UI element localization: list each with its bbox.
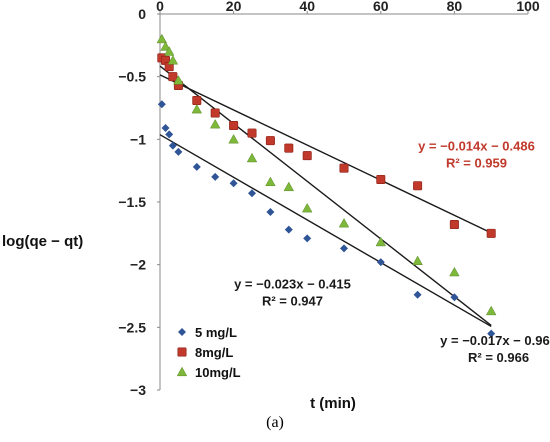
legend-label: 8mg/L [195, 345, 233, 360]
data-point [174, 147, 183, 156]
x-tick-label: 100 [516, 0, 540, 14]
r-squared-label: R² = 0.947 [262, 293, 323, 308]
data-point [167, 55, 179, 65]
data-point [228, 134, 239, 144]
data-point [161, 124, 170, 133]
data-point [485, 305, 497, 316]
y-axis-title: log(qe − qt) [2, 233, 83, 250]
data-point [487, 329, 496, 338]
x-tick-label: 0 [156, 0, 164, 14]
x-tick-label: 40 [299, 0, 315, 14]
x-tick-label: 60 [373, 0, 389, 14]
data-point [449, 266, 460, 277]
data-point [173, 75, 184, 85]
fit-equation-label: y = −0.014x − 0.486 [418, 139, 535, 154]
data-points [156, 33, 497, 338]
data-point [449, 220, 459, 230]
data-point [209, 118, 221, 129]
data-point [168, 141, 177, 150]
data-point [303, 234, 312, 243]
data-point [165, 130, 174, 139]
fit-annotations: y = −0.014x − 0.486 R² = 0.959 y = −0.023x… [234, 139, 550, 365]
data-point [283, 181, 295, 192]
y-tick-label: −3 [130, 382, 146, 398]
data-point [157, 100, 166, 109]
legend: 5 mg/L 8mg/L 10mg/L [176, 325, 241, 380]
data-point [284, 143, 294, 153]
data-point [376, 174, 386, 184]
trend-line [159, 74, 492, 234]
data-point [229, 121, 239, 131]
x-axis-title: t (min) [310, 395, 356, 412]
data-point [229, 179, 238, 188]
fit-equation-label: y = −0.023x − 0.415 [234, 276, 351, 291]
data-point [266, 208, 275, 217]
fit-equation-label: y = −0.017x − 0.963 [440, 333, 550, 348]
y-tick-label: −1.5 [118, 194, 146, 210]
x-tick-label: 80 [447, 0, 463, 14]
data-point [192, 95, 202, 105]
data-point [413, 290, 422, 299]
data-point [191, 103, 203, 114]
data-point [248, 189, 256, 198]
legend-label: 10mg/L [195, 365, 241, 380]
data-point [247, 128, 257, 138]
y-tick-label: −0.5 [118, 69, 146, 85]
data-point [168, 72, 178, 82]
legend-marker [176, 366, 188, 377]
y-tick-label: 0 [138, 6, 146, 22]
data-point [192, 162, 201, 171]
data-point [301, 202, 313, 213]
data-point [211, 172, 220, 181]
data-point [412, 255, 423, 265]
legend-marker [177, 347, 187, 357]
data-point [376, 258, 385, 267]
data-point [486, 228, 496, 238]
data-point [163, 46, 175, 56]
r-squared-label: R² = 0.959 [446, 156, 507, 171]
r-squared-label: R² = 0.966 [468, 350, 529, 365]
y-tick-label: −2.5 [118, 319, 146, 335]
y-tick-label: −2 [130, 257, 146, 273]
data-point [450, 293, 459, 302]
data-point [284, 225, 293, 234]
data-point [302, 151, 312, 161]
data-point [339, 163, 349, 173]
data-point [375, 236, 387, 247]
data-point [210, 108, 220, 118]
data-point [340, 244, 348, 253]
data-point [265, 176, 276, 187]
data-point [338, 217, 350, 228]
data-point [265, 136, 275, 146]
data-point [160, 41, 171, 51]
axes: 0 20 40 60 80 100 0 −0.5 −1 −1.5 −2 −2.5 −3 [118, 0, 540, 398]
legend-marker [178, 328, 186, 336]
x-tick-label: 20 [226, 0, 242, 14]
data-point [246, 152, 258, 163]
trend-line [159, 134, 492, 328]
y-tick-label: −1 [130, 131, 146, 147]
data-point [156, 33, 168, 44]
legend-label: 5 mg/L [195, 325, 237, 340]
data-point [413, 181, 423, 191]
figure-caption: (a) [266, 414, 284, 431]
